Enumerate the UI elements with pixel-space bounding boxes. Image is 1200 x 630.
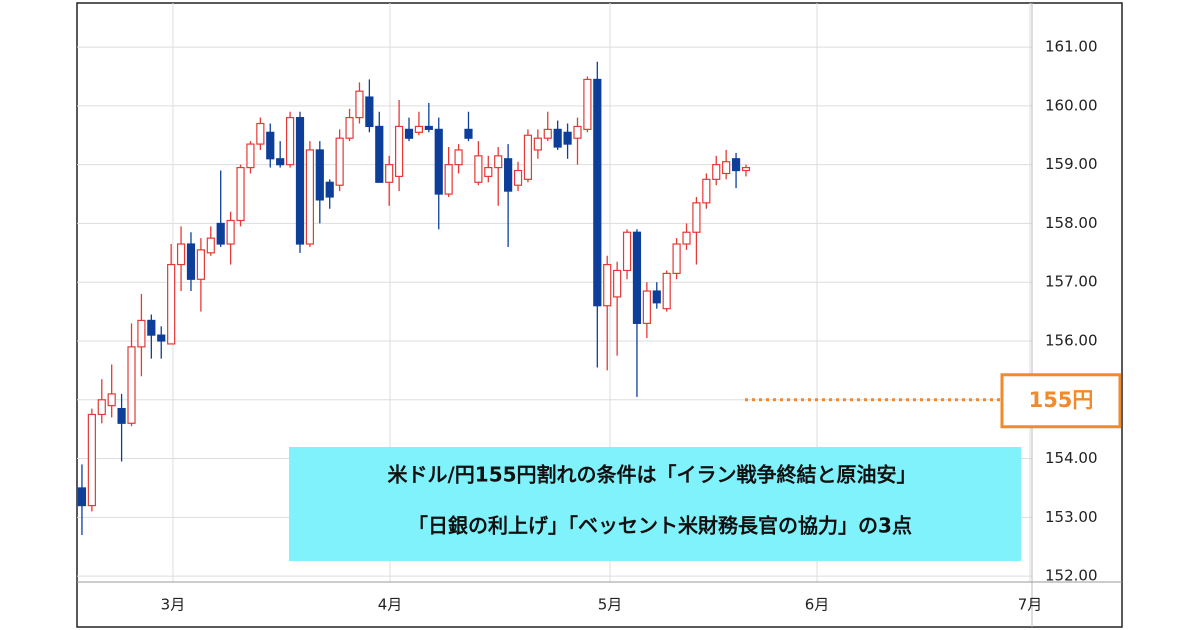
reference-box — [1000, 373, 1122, 429]
y-tick-label: 159.00 — [1045, 155, 1098, 173]
candle-body — [196, 249, 205, 280]
candle-body — [692, 202, 701, 233]
y-tick-label: 157.00 — [1045, 273, 1098, 291]
annotation-text: 米ドル/円155円割れの条件は「イラン戦争終結と原油安」 — [387, 463, 916, 487]
candle-body — [345, 117, 354, 139]
annotation-text: 「日銀の利上げ」「ベッセント米財務長官の協力」の3点 — [408, 514, 912, 538]
candle-body — [712, 164, 721, 180]
candle-body — [256, 122, 265, 145]
candle-body — [167, 263, 176, 345]
candle-body — [236, 166, 245, 222]
candle-body — [414, 125, 424, 133]
tick-labels: 152.00153.00154.00155.00156.00157.00158.… — [161, 38, 1098, 614]
x-tick-label: 7月 — [1018, 596, 1043, 614]
candle-body — [504, 158, 513, 192]
annotation: 米ドル/円155円割れの条件は「イラン戦争終結と原油安」「日銀の利上げ」「ベッセ… — [289, 447, 1021, 561]
candle-body — [365, 96, 374, 128]
candle-body — [533, 137, 542, 151]
candle-body — [731, 158, 741, 172]
candle-body — [77, 487, 87, 507]
y-tick-label: 161.00 — [1045, 38, 1098, 56]
candle-body — [147, 319, 156, 336]
candle-body — [434, 128, 443, 195]
candle-body — [276, 158, 285, 166]
candle-body — [553, 128, 562, 148]
candle-body — [583, 78, 592, 130]
x-tick-label: 5月 — [598, 596, 623, 614]
candle-body — [176, 243, 186, 266]
candle-body — [375, 125, 384, 183]
candle-body — [523, 134, 533, 180]
y-tick-label: 153.00 — [1045, 508, 1098, 526]
candle-body — [394, 125, 404, 178]
candle-body — [216, 222, 225, 245]
candle-body — [87, 413, 96, 507]
candle-body — [613, 269, 622, 298]
candle-body — [494, 155, 503, 169]
candle-body — [157, 334, 166, 342]
candle-body — [246, 143, 255, 169]
y-tick-label: 156.00 — [1045, 331, 1098, 349]
candle-body — [662, 272, 671, 310]
reference-label: 155円 — [1029, 388, 1094, 412]
candle-body — [513, 169, 523, 186]
candle-body — [137, 319, 146, 348]
candle-body — [117, 407, 126, 424]
candle-body — [266, 131, 275, 160]
candle-body — [474, 155, 483, 183]
candle-body — [543, 128, 552, 139]
reference: 155円 — [745, 373, 1122, 429]
x-tick-label: 4月 — [378, 596, 403, 614]
candles — [77, 61, 751, 535]
grid — [77, 3, 1032, 582]
candle-body — [484, 166, 493, 178]
candle-body — [563, 131, 572, 145]
candle-body — [355, 90, 364, 119]
candle-body — [404, 128, 414, 139]
candle-body — [315, 149, 324, 201]
candle-body — [632, 231, 642, 324]
candle-body — [464, 128, 473, 139]
candle-body — [722, 161, 731, 175]
candle-body — [186, 243, 196, 280]
y-tick-label: 160.00 — [1045, 96, 1098, 114]
candle-body — [682, 231, 691, 245]
y-tick-label: 158.00 — [1045, 214, 1098, 232]
candle-body — [285, 117, 295, 166]
candle-body — [603, 263, 612, 307]
candle-body — [226, 219, 235, 245]
candle-body — [622, 231, 632, 272]
candle-body — [652, 290, 661, 304]
candle-body — [107, 393, 116, 407]
candle-body — [444, 164, 453, 195]
candle-body — [642, 290, 651, 324]
candle-body — [206, 237, 215, 254]
candle-body — [305, 149, 315, 245]
candle-body — [325, 181, 334, 198]
candle-body — [97, 399, 106, 416]
candle-body — [593, 78, 602, 307]
candle-body — [385, 164, 394, 183]
candle-body — [573, 125, 582, 139]
candle-body — [295, 117, 305, 245]
x-tick-label: 3月 — [161, 596, 186, 614]
candle-body — [741, 166, 751, 172]
y-tick-label: 152.00 — [1045, 567, 1098, 585]
candle-body — [424, 125, 433, 130]
candle-body — [335, 137, 344, 186]
x-tick-label: 6月 — [805, 596, 830, 614]
candle-body — [127, 346, 136, 424]
annotation-box — [289, 447, 1021, 561]
candle-body — [702, 178, 711, 204]
y-tick-label: 154.00 — [1045, 449, 1098, 467]
candle-body — [672, 243, 681, 274]
candle-body — [454, 149, 463, 166]
